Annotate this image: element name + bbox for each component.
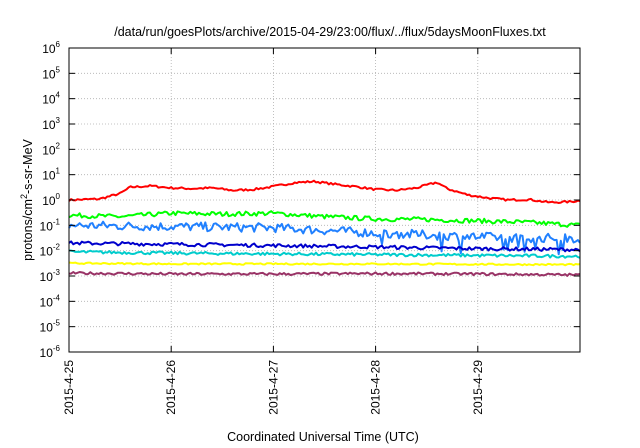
y-tick-labels: 10-6 10-5 10-4 10-3 10-2 10-1 100 101 102 103 104 1… [40, 40, 61, 360]
y-tick-label: 100 [42, 192, 60, 208]
x-tick-label: 2015-4-29 [471, 360, 485, 415]
y-tick-label: 102 [42, 141, 60, 157]
y-tick-label: 10-3 [40, 268, 61, 284]
y-tick-label: 106 [42, 40, 60, 56]
y-tick-label: 10-6 [40, 344, 61, 360]
y-tick-label: 104 [42, 91, 60, 107]
series-line [68, 249, 581, 259]
series-line [69, 271, 581, 277]
plot-frame [68, 47, 581, 353]
y-tick-label: 10-2 [40, 243, 61, 259]
x-tick-label: 2015-4-28 [369, 360, 383, 415]
grid-lines [69, 48, 580, 352]
x-tick-label: 2015-4-26 [164, 360, 178, 415]
y-tick-label: 101 [42, 167, 60, 183]
x-tick-labels: 2015-4-25 2015-4-26 2015-4-27 2015-4-28 2015… [62, 360, 485, 415]
y-tick-label: 10-5 [40, 319, 61, 335]
y-tick-label: 10-1 [40, 217, 61, 233]
series-line [68, 220, 581, 256]
x-axis-label: Coordinated Universal Time (UTC) [227, 430, 419, 444]
y-tick-label: 105 [42, 65, 60, 81]
series-layer [68, 179, 581, 277]
axes [68, 47, 581, 353]
x-tick-label: 2015-4-27 [266, 360, 280, 415]
x-tick-label: 2015-4-25 [62, 360, 76, 415]
series-line [68, 210, 581, 228]
y-tick-label: 103 [42, 116, 60, 132]
y-axis-label: protons/cm2-s-sr-MeV [19, 138, 35, 260]
series-line [68, 240, 581, 253]
series-line [68, 179, 581, 204]
series-line [68, 261, 581, 267]
chart-title: /data/run/goesPlots/archive/2015-04-29/2… [114, 25, 546, 39]
y-tick-label: 10-4 [40, 293, 61, 309]
